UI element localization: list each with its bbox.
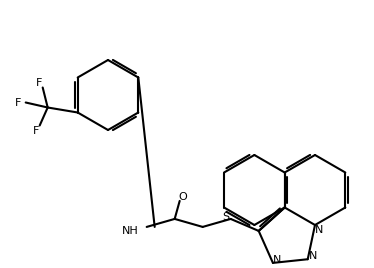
Text: S: S <box>222 212 229 222</box>
Text: F: F <box>33 126 39 136</box>
Text: N: N <box>315 225 323 235</box>
Text: N: N <box>309 251 317 261</box>
Text: F: F <box>15 98 21 107</box>
Text: O: O <box>178 192 187 202</box>
Text: F: F <box>36 77 42 87</box>
Text: N: N <box>273 255 281 265</box>
Text: NH: NH <box>122 226 139 236</box>
